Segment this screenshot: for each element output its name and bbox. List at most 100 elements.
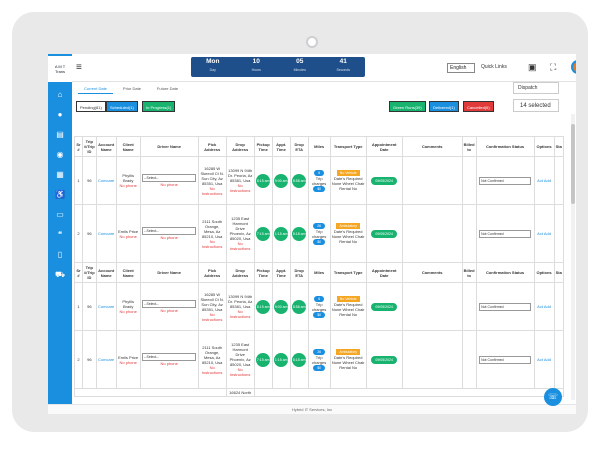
account-link[interactable]: Comcare [95,204,117,263]
document-icon[interactable]: ▤ [56,130,64,139]
comments-cell[interactable] [401,282,463,331]
col-header: Sr # [74,136,83,157]
tab-future-date[interactable]: Future Date [156,86,179,91]
options-link[interactable]: Act Add [537,357,551,362]
drop-address: 1235 East Harmont Drive Phoenix, Az 8502… [229,342,251,367]
chat-icon[interactable]: ▣ [528,62,537,72]
scrollbar-thumb[interactable] [571,124,575,204]
driver-select[interactable]: --Select-- [142,174,197,182]
account-link[interactable]: Comcare [95,156,117,205]
tab-prior-date[interactable]: Prior Date [122,86,141,91]
scrollbar[interactable] [571,114,575,400]
truck-icon[interactable]: ⛟ [54,270,66,279]
wheelchair-icon[interactable]: ♿ [55,190,65,199]
app-screen: A M T Trans ⌂ ● ▤ ◉ ▦ ♿ ▭ ❝ ▯ ⛟ ≡ Mon Day … [48,54,576,414]
pick-cell: 2111 South Orange, Mesa, Az 85210, Usa No… [197,330,227,389]
col-header: Comments [401,262,463,283]
pick-address: 2111 South Orange, Mesa, Az 85210, Usa [201,344,223,365]
transport-badge: No Vehicle [336,170,360,176]
col-header: Trip #/Trip ID [82,136,97,157]
drop-eta[interactable]: 8:58 am [292,173,307,188]
appt-time-cell: 1:15 am [271,330,291,389]
appt-time[interactable]: 1:15 am [274,352,289,367]
appt-time[interactable]: 9:00 am [274,299,289,314]
dispatch-select[interactable]: Dispatch [513,82,559,94]
green-runs-filter-button[interactable]: Green Runs(39) [389,101,426,112]
language-select[interactable]: English [447,63,475,73]
appt-date-cell: 09/05/2024 [365,204,403,263]
pending-filter-button[interactable]: Pending(81) [76,101,106,112]
confirmation-select[interactable]: Not Confirmed [479,176,532,185]
pickup-time[interactable]: 7:15 am [256,226,271,241]
user-icon[interactable]: ● [57,110,63,119]
confirmation-select[interactable]: Not Confirmed [479,302,532,311]
drop-eta[interactable]: 8:18 am [292,226,307,241]
chat-bubble-icon[interactable]: ☏ [544,388,562,406]
options-cell: Act Add [533,156,555,205]
table-row[interactable]: 1 96 Comcare Phyllis Brady No phone --Sel… [74,156,564,205]
table-header-row: Sr # Trip #/Trip ID Account Name Client … [74,136,564,157]
col-header: Client Name [115,262,141,283]
multi-select[interactable]: 14 selected [513,99,559,112]
client-phone: No phone [119,359,137,365]
clock-minutes: 05 Minutes [293,58,306,72]
location-icon[interactable]: ◉ [56,150,64,159]
in-progress-filter-button[interactable]: In Progress(1) [142,101,176,112]
account-link[interactable]: Comcare [95,330,117,389]
menu-icon[interactable]: ≡ [76,62,82,73]
drop-eta[interactable]: 8:18 am [292,352,307,367]
quote-icon[interactable]: ❝ [57,230,63,239]
fullscreen-icon[interactable]: ⛶ [550,62,557,72]
avatar[interactable] [571,60,576,74]
account-link[interactable]: Comcare [95,282,117,331]
options-link[interactable]: Act Add [537,304,551,309]
col-header: Appointment Date [365,136,403,157]
options-link[interactable]: Act Add [537,178,551,183]
confirmation-select[interactable]: Not Confirmed [479,355,532,364]
comments-cell[interactable] [401,204,463,263]
col-header: Appt. Time [271,262,291,283]
comments-cell[interactable] [401,330,463,389]
options-link[interactable]: Act Add [537,231,551,236]
card-icon[interactable]: ▭ [56,210,64,219]
table-row[interactable]: 16624 North [74,388,564,397]
pickup-time[interactable]: 8:15 am [256,173,271,188]
miles-cell: 6 Trip charges $0 [307,282,331,331]
cancelled-filter-button[interactable]: Cancelled(6) [463,101,494,112]
clock-day: Mon Day [206,58,220,72]
delivered-filter-button[interactable]: Delivered(1) [429,101,459,112]
home-icon[interactable]: ⌂ [57,90,63,99]
pickup-time[interactable]: 8:15 am [256,299,271,314]
drop-address: 16624 North [225,388,255,397]
pickup-time[interactable]: 7:15 am [256,352,271,367]
col-header: Confirmation Status [475,136,535,157]
confirmation-select[interactable]: Not Confirmed [479,229,532,238]
miles-cell: 26 Trip charges $0 [307,330,331,389]
col-header: Transport Type [329,136,367,157]
appt-time[interactable]: 1:15 am [274,226,289,241]
col-header: Account Name [95,262,117,283]
confirmation-cell: Not Confirmed [475,282,535,331]
pick-address: 16285 W Skeeoll Ct N. Sun City, Az 85351… [200,165,224,186]
miles-note: Trip charges [312,175,327,186]
drop-note: No Instructions [229,309,251,319]
scheduled-filter-button[interactable]: Scheduled(1) [106,101,138,112]
drop-eta[interactable]: 8:58 am [292,299,307,314]
miles-cell: 6 Trip charges $0 [307,156,331,205]
client-cell: Emils Price No phone [115,330,141,389]
table-row[interactable]: 2 96 Comcare Emils Price No phone --Selec… [74,330,564,389]
col-header: Billed to [461,136,477,157]
table-row[interactable]: 1 96 Comcare Phyllis Brady No phone --Sel… [74,282,564,331]
quick-links[interactable]: Quick Links [481,64,507,70]
trip-cell: 96 [82,204,97,263]
comments-cell[interactable] [401,156,463,205]
driver-select[interactable]: --Select-- [142,227,197,235]
appt-time[interactable]: 9:00 am [274,173,289,188]
calendar-icon[interactable]: ▦ [56,170,64,179]
file-icon[interactable]: ▯ [57,250,63,259]
driver-select[interactable]: --Select-- [142,300,197,308]
table-row[interactable]: 2 96 Comcare Emils Price No phone --Selec… [74,204,564,263]
tab-current-date[interactable]: Current Date [78,84,113,94]
transport-badge: No Vehicle [336,296,360,302]
driver-select[interactable]: --Select-- [142,353,197,361]
